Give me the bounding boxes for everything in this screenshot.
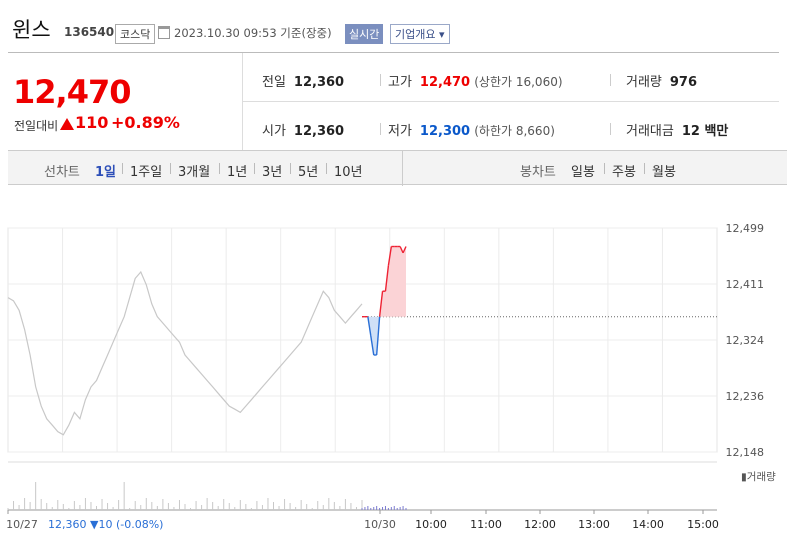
volume: 거래량 976 [626, 75, 698, 90]
chevron-down-icon: ▾ [438, 28, 445, 41]
candle-daily[interactable]: 일봉 [571, 165, 595, 180]
series-today-segment [378, 291, 384, 317]
y-tick-label: 12,411 [726, 278, 765, 291]
y-tick-label: 12,236 [726, 390, 765, 403]
prev-day-summary: 12,360 ▼10 (-0.08%) [48, 518, 163, 531]
x-tick-label: 15:00 [687, 518, 719, 531]
fill-up [362, 246, 406, 317]
y-tick-label: 12,324 [726, 334, 765, 347]
series-today-segment [375, 316, 381, 356]
candle-weekly[interactable]: 주봉 [612, 165, 636, 180]
series-prev-day [7, 270, 363, 436]
period-1w[interactable]: 1주일 [130, 165, 163, 180]
period-10y[interactable]: 10년 [334, 165, 363, 180]
chart-toolbar: 선차트 1일 1주일 3개월 1년 3년 5년 10년 봉차트 일봉 주봉 월봉 [8, 150, 787, 186]
period-3y[interactable]: 3년 [262, 165, 283, 180]
x-tick-label: 11:00 [470, 518, 502, 531]
y-tick-label: 12,499 [726, 222, 765, 235]
line-chart-label: 선차트 [44, 165, 80, 180]
candle-chart-label: 봉차트 [520, 165, 556, 180]
change-percent: +0.89% [111, 113, 180, 132]
series-today-segment [387, 246, 393, 266]
realtime-button[interactable]: 실시간 [345, 24, 384, 44]
series-today-segment [370, 335, 375, 356]
x-tick-label: 14:00 [632, 518, 664, 531]
series-today-segment [399, 246, 404, 254]
open-price: 시가 12,360 [262, 124, 345, 139]
change-label: 전일대비 [14, 119, 59, 133]
high-price: 고가 12,470 (상한가 16,060) [388, 75, 563, 90]
trade-amount: 거래대금 12 백만 [626, 124, 729, 139]
up-arrow-icon [60, 118, 74, 130]
stock-name: 윈스 [12, 18, 51, 42]
price-summary: 12,470 전일대비 110 +0.89% 전일 12,360 고가 12,470… [8, 52, 779, 151]
volume-legend: ▮거래량 [741, 471, 776, 483]
current-price-panel: 12,470 전일대비 110 +0.89% [8, 53, 243, 151]
period-3m[interactable]: 3개월 [178, 165, 211, 180]
series-today-segment [402, 246, 407, 254]
market-badge: 코스닥 [115, 24, 156, 44]
period-5y[interactable]: 5년 [298, 165, 319, 180]
series-today-segment [384, 265, 390, 292]
company-overview-dropdown[interactable]: 기업개요 ▾ [390, 24, 450, 44]
calendar-icon [158, 26, 170, 39]
x-tick-label: 13:00 [578, 518, 610, 531]
series-today-segment [367, 316, 372, 336]
current-price: 12,470 [13, 73, 131, 111]
x-tick-label: 10/30 [364, 518, 396, 531]
x-tick-label: 12:00 [524, 518, 556, 531]
datetime: 2023.10.30 09:53 기준(장중) [174, 26, 332, 40]
candle-monthly[interactable]: 월봉 [652, 165, 676, 180]
x-tick-label: 10:00 [415, 518, 447, 531]
stock-code: 136540 [64, 25, 115, 39]
change-value: 110 [75, 113, 109, 132]
x-tick-label: 10/27 [6, 518, 38, 531]
period-1y[interactable]: 1년 [227, 165, 248, 180]
low-price: 저가 12,300 (하한가 8,660) [388, 124, 555, 139]
y-tick-label: 12,148 [726, 446, 765, 459]
prev-close: 전일 12,360 [262, 75, 345, 90]
stock-header: 윈스 136540 코스닥 2023.10.30 09:53 기준(장중) 실시… [0, 0, 787, 52]
period-1d[interactable]: 1일 [95, 165, 117, 180]
fill-down [362, 316, 406, 355]
